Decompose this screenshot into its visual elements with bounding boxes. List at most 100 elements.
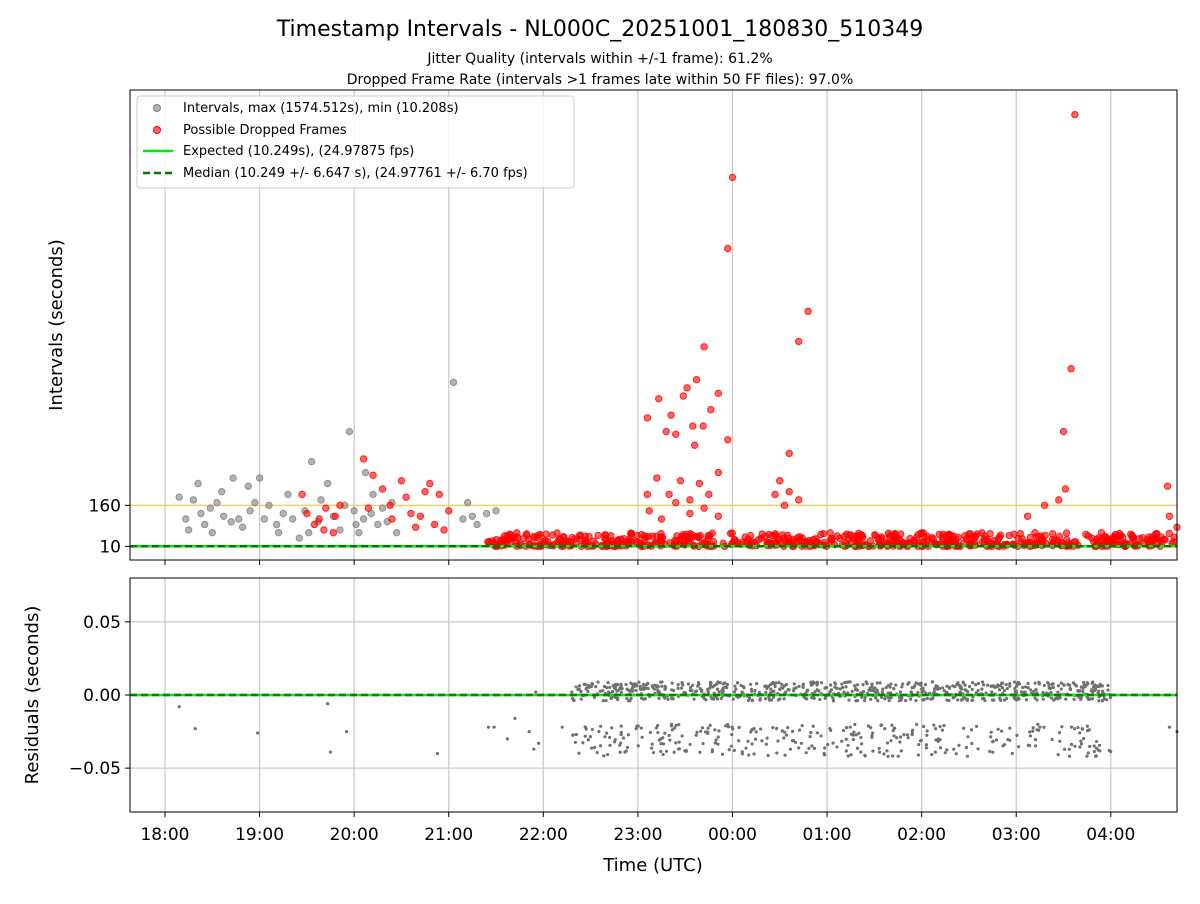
dropped-frame-point — [369, 471, 377, 479]
residual-point — [658, 680, 663, 684]
residual-point — [758, 697, 762, 701]
residual-point — [863, 698, 867, 703]
residual-point — [1000, 681, 1005, 685]
residual-point — [870, 735, 874, 740]
residual-point — [991, 739, 995, 743]
residual-point — [1087, 728, 1091, 732]
dropped-frame-point — [402, 493, 410, 501]
residual-point — [809, 731, 813, 735]
dropped-frame-point — [1109, 533, 1118, 542]
residual-point — [963, 696, 967, 700]
residual-point — [1002, 742, 1007, 747]
residual-point — [706, 691, 710, 695]
residual-point — [256, 731, 260, 735]
residual-point — [831, 741, 835, 745]
dropped-frame-point — [765, 530, 773, 539]
residual-point — [1024, 698, 1029, 702]
residual-point — [980, 697, 985, 701]
dropped-frame-point — [817, 530, 825, 539]
residual-point — [701, 741, 705, 746]
residual-point — [706, 726, 710, 730]
dropped-frame-point — [705, 490, 713, 499]
residual-point — [692, 697, 696, 701]
dropped-frame-point — [359, 455, 368, 463]
residual-point — [990, 690, 994, 694]
residuals-y-ticks: 0.05 0.00 −0.05 — [69, 613, 130, 779]
residual-point — [859, 750, 863, 754]
residual-point — [933, 750, 937, 754]
residual-point — [677, 722, 681, 727]
residual-point — [853, 722, 857, 727]
residual-point — [584, 686, 589, 690]
residual-point — [1002, 698, 1007, 702]
dropped-frame-point — [1163, 482, 1172, 490]
residual-point — [1031, 726, 1035, 730]
residual-point — [193, 727, 197, 731]
dropped-frame-point — [688, 533, 696, 541]
interval-point — [244, 482, 252, 490]
residual-point — [618, 743, 622, 747]
residual-point — [976, 747, 980, 751]
dropped-frame-point — [1101, 533, 1110, 541]
dropped-frame-point — [1040, 501, 1049, 510]
residual-point — [899, 749, 903, 753]
residual-point — [886, 754, 890, 758]
residual-point — [866, 724, 871, 728]
residual-point — [991, 750, 995, 754]
residual-point — [1060, 725, 1064, 729]
residual-point — [695, 730, 699, 734]
time-xtick-label: 01:00 — [803, 825, 852, 845]
residual-point — [1094, 739, 1099, 744]
residual-point — [691, 683, 695, 687]
residual-point — [895, 736, 899, 740]
residual-point — [754, 730, 758, 734]
dropped-frame-point — [714, 389, 722, 398]
residual-point — [625, 687, 629, 691]
residual-point — [586, 738, 590, 742]
interval-point — [295, 534, 303, 542]
residual-point — [943, 751, 947, 755]
residual-point — [894, 683, 898, 687]
dropped-frame-point — [388, 515, 396, 523]
residual-point — [856, 698, 860, 703]
residual-point — [571, 698, 575, 702]
residual-point — [848, 680, 852, 684]
residual-point — [616, 688, 621, 692]
residual-point — [799, 741, 803, 745]
residual-point — [829, 683, 833, 687]
dropped-frame-point — [627, 530, 635, 538]
residual-point — [817, 689, 821, 693]
dropped-frame-point — [704, 532, 712, 540]
residual-point — [892, 687, 896, 691]
residual-point — [945, 684, 949, 688]
residual-point — [1094, 754, 1098, 758]
residual-point — [892, 734, 896, 738]
residual-point — [750, 698, 755, 702]
dropped-frame-point — [322, 504, 330, 512]
residual-point — [823, 746, 827, 750]
residual-point — [1057, 730, 1062, 735]
residual-point — [1023, 685, 1028, 689]
residual-point — [963, 683, 967, 687]
residual-point — [921, 724, 926, 729]
residual-point — [641, 682, 645, 687]
residual-point — [733, 684, 737, 688]
residual-point — [750, 742, 754, 746]
interval-point — [246, 507, 254, 515]
residual-point — [328, 750, 333, 754]
residual-point — [642, 687, 646, 691]
residuals-frame — [129, 577, 1178, 813]
residual-point — [613, 685, 617, 690]
residual-point — [1055, 695, 1059, 700]
residual-point — [1102, 697, 1106, 701]
residual-point — [570, 690, 574, 694]
residual-point — [871, 749, 875, 753]
dropped-frame-point — [1071, 110, 1079, 119]
residual-point — [729, 744, 733, 748]
residual-point — [639, 726, 643, 730]
residual-point — [955, 682, 959, 687]
dropped-frame-point — [686, 509, 694, 518]
residual-point — [774, 681, 778, 685]
residual-point — [886, 695, 890, 700]
residual-point — [623, 750, 627, 754]
